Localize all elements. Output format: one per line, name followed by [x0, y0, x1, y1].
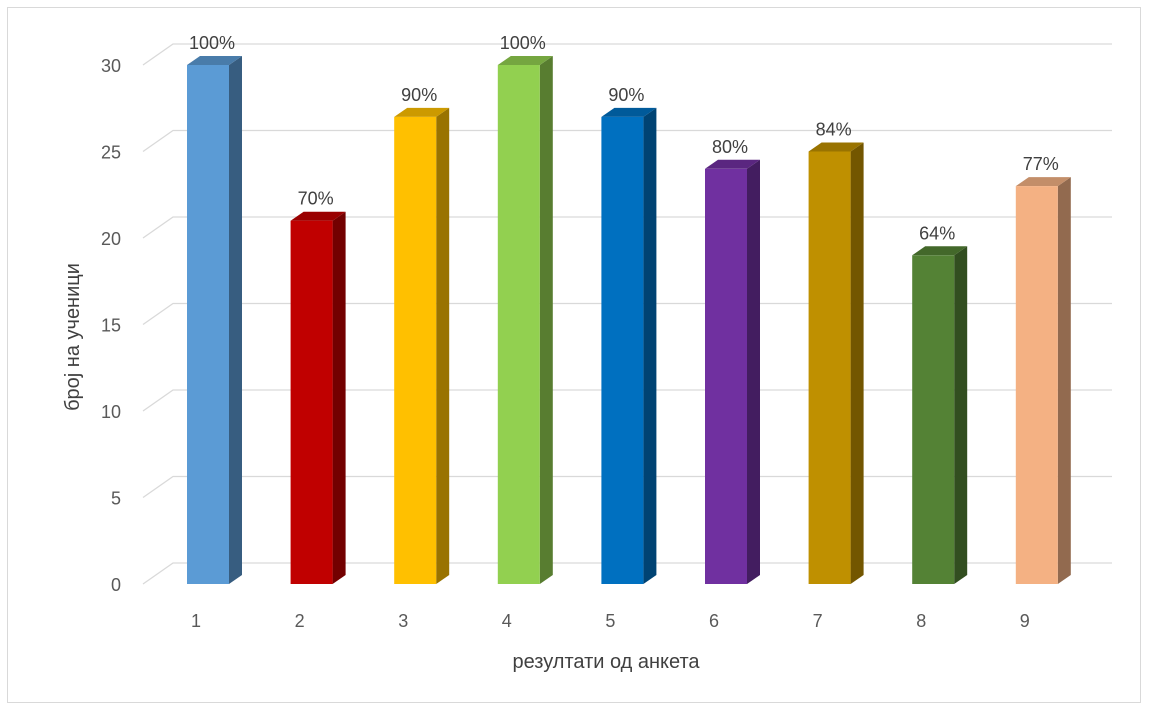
bar — [290, 211, 346, 584]
y-axis-title: број на ученици — [62, 263, 84, 411]
bar-front — [497, 65, 540, 584]
y-tick-label: 20 — [101, 229, 121, 249]
bar — [1015, 177, 1071, 584]
bar-front — [808, 151, 851, 584]
y-tick-label: 10 — [101, 402, 121, 422]
x-tick-label: 2 — [295, 611, 305, 631]
bar-top — [187, 56, 242, 65]
bar-top — [601, 107, 657, 117]
data-label: 84% — [816, 120, 852, 140]
bar-top — [290, 211, 346, 221]
bar-front — [187, 65, 229, 584]
bar-top — [912, 246, 968, 256]
bar-top — [1015, 177, 1071, 187]
data-label: 77% — [1023, 154, 1059, 174]
bar-side — [643, 107, 657, 585]
y-tick-label: 25 — [101, 143, 121, 163]
data-label: 64% — [919, 223, 955, 243]
bar-side — [229, 56, 242, 584]
x-tick-label: 6 — [709, 611, 719, 631]
gridline — [142, 302, 1112, 326]
gridline — [142, 475, 1112, 499]
data-label: 100% — [500, 33, 546, 53]
bar-side — [747, 159, 760, 585]
bar-front — [705, 168, 747, 585]
bar-top — [394, 107, 450, 117]
bar-side — [539, 56, 553, 584]
bar-side — [436, 107, 450, 585]
y-tick-label: 5 — [111, 489, 121, 509]
data-label: 90% — [401, 85, 437, 105]
bar-front — [290, 220, 333, 584]
bar — [497, 56, 553, 584]
x-tick-label: 5 — [605, 611, 615, 631]
x-axis-ticks: 1 2 3 4 5 6 7 8 9 — [191, 611, 1030, 631]
bar-front — [601, 116, 644, 585]
y-tick-label: 30 — [101, 56, 121, 76]
gridline — [142, 43, 1112, 66]
data-label: 100% — [189, 33, 235, 53]
y-axis-ticks: 0 5 10 15 20 25 30 — [101, 56, 121, 595]
data-label: 90% — [608, 85, 644, 105]
x-tick-label: 3 — [398, 611, 408, 631]
gridline — [142, 562, 1112, 585]
gridline — [142, 129, 1112, 153]
bar — [912, 246, 968, 585]
data-label: 80% — [712, 137, 748, 157]
bar-top — [705, 159, 760, 169]
gridline — [142, 389, 1112, 412]
bar — [187, 56, 242, 584]
x-tick-label: 9 — [1020, 611, 1030, 631]
gridlines — [142, 43, 1112, 585]
bar-side — [1057, 177, 1071, 584]
bar — [808, 142, 864, 584]
x-tick-label: 1 — [191, 611, 201, 631]
bar-side — [332, 211, 346, 584]
bar — [394, 107, 450, 585]
x-axis-title: резултати од анкета — [512, 651, 700, 673]
x-tick-label: 7 — [813, 611, 823, 631]
x-tick-label: 4 — [502, 611, 512, 631]
y-tick-label: 15 — [101, 316, 121, 336]
bar-top — [497, 56, 553, 65]
bar — [601, 107, 657, 585]
bar-side — [850, 142, 864, 584]
bar-front — [912, 255, 955, 585]
bar-front — [394, 116, 437, 585]
bar-top — [808, 142, 864, 152]
bar-side — [954, 246, 968, 585]
data-label: 70% — [298, 189, 334, 209]
x-tick-label: 8 — [916, 611, 926, 631]
bar-front — [1015, 186, 1058, 584]
bar — [705, 159, 760, 585]
data-labels: 100% 70% 90% 100% 90% 80% 84% 64% 77% — [189, 33, 1059, 243]
bars — [187, 56, 1071, 585]
y-tick-label: 0 — [111, 575, 121, 595]
gridline — [142, 216, 1112, 239]
